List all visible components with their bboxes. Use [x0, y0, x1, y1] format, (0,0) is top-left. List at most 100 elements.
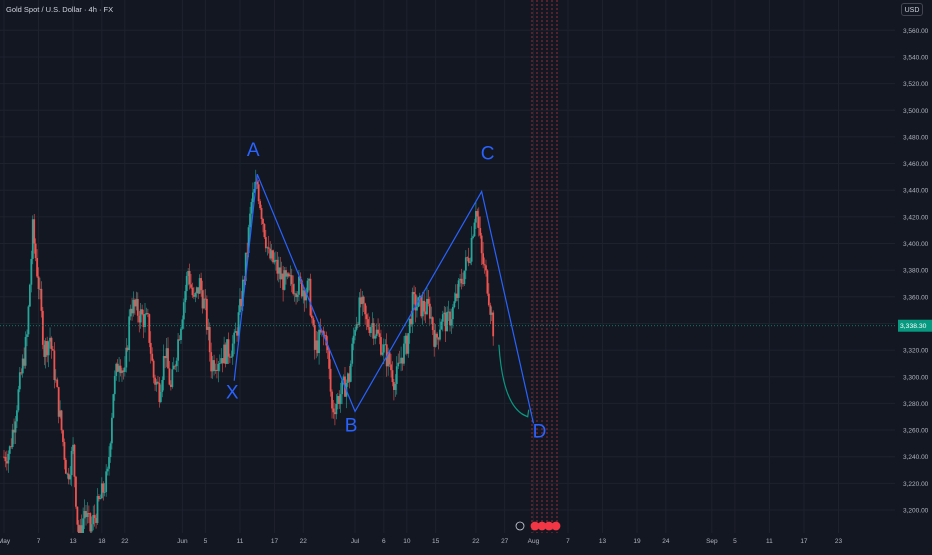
candle-body: [293, 293, 296, 295]
candle-body: [89, 513, 92, 532]
candle-body: [405, 335, 408, 354]
time-tick-label: 22: [472, 538, 480, 545]
candle-body: [453, 301, 456, 308]
candles: [3, 169, 495, 552]
candle-body: [171, 369, 174, 387]
candle-body: [122, 370, 125, 372]
pattern-label-b[interactable]: B: [345, 415, 358, 436]
currency-button[interactable]: USD: [901, 3, 923, 16]
candle-body: [280, 273, 283, 280]
candle-body: [256, 181, 259, 185]
candle-body: [96, 496, 99, 523]
candle-body: [41, 310, 44, 345]
price-tick-label: 3,560.00: [903, 28, 929, 35]
candle-body: [403, 343, 405, 364]
candle-body: [368, 327, 371, 334]
candle-body: [377, 329, 379, 334]
time-tick-label: Jun: [177, 538, 188, 545]
candle-body: [296, 294, 299, 298]
candle-body: [180, 328, 182, 340]
candle-body: [249, 213, 251, 228]
candle-body: [240, 298, 243, 307]
candle-body: [236, 331, 238, 336]
candle-body: [319, 329, 322, 333]
xabcd-pattern[interactable]: X A B C D: [226, 140, 546, 442]
candle-body: [298, 276, 300, 295]
time-tick-label: 5: [733, 538, 737, 545]
candle-body: [332, 408, 335, 413]
candle-body: [56, 379, 59, 388]
economic-event-icon[interactable]: [551, 521, 561, 531]
candle-body: [115, 363, 118, 376]
candle-body: [489, 305, 492, 315]
candle-body: [151, 353, 154, 361]
candle-body: [172, 365, 175, 370]
candle-body: [480, 235, 483, 254]
candle-body: [397, 362, 400, 367]
candle-body: [70, 450, 73, 476]
candle-body: [63, 441, 66, 460]
candle-body: [318, 329, 320, 354]
candle-body: [112, 394, 115, 418]
candle-body: [252, 192, 254, 203]
candle-body: [460, 278, 463, 284]
candle-body: [303, 290, 306, 301]
candle-body: [477, 216, 480, 229]
candle-body: [381, 352, 384, 355]
time-tick-label: 5: [204, 538, 208, 545]
candle-body: [329, 368, 332, 392]
candle-body: [428, 303, 431, 319]
candle-body: [401, 357, 404, 364]
candle-body: [213, 360, 215, 372]
candle-body: [103, 491, 106, 493]
candle-body: [346, 373, 349, 384]
pattern-label-a[interactable]: A: [247, 140, 260, 161]
candle-body: [185, 276, 188, 292]
current-price-badge: [898, 319, 932, 332]
candle-body: [246, 252, 249, 254]
candle-body: [339, 394, 342, 405]
candle-body: [40, 288, 43, 311]
candle-body: [221, 358, 224, 364]
candle-body: [92, 515, 95, 525]
dividend-icon[interactable]: [515, 521, 525, 531]
candle-body: [237, 312, 240, 336]
candle-body: [100, 483, 103, 499]
price-tick-label: 3,240.00: [903, 454, 929, 461]
candle-body: [313, 325, 316, 350]
candle-body: [358, 297, 361, 325]
candle-body: [217, 363, 220, 371]
candle-body: [264, 237, 267, 249]
candle-body: [148, 314, 151, 343]
time-tick-label: 15: [432, 538, 440, 545]
candle-body: [208, 327, 211, 353]
candle-body: [10, 446, 13, 448]
candle-body: [197, 287, 200, 294]
candle-body: [362, 296, 365, 304]
candle-body: [444, 312, 447, 332]
candle-body: [211, 360, 214, 372]
candle-body: [302, 290, 305, 297]
candle-body: [463, 270, 466, 284]
candle-body: [331, 391, 333, 409]
candle-body: [466, 257, 469, 259]
candle-body: [11, 429, 14, 447]
pattern-label-c[interactable]: C: [481, 144, 495, 165]
candle-body: [128, 316, 131, 351]
pattern-label-x[interactable]: X: [226, 383, 239, 404]
candle-body: [279, 267, 282, 280]
candle-body: [378, 333, 381, 338]
candle-body: [106, 468, 109, 472]
candle-body: [276, 259, 279, 274]
candle-body: [80, 525, 83, 536]
price-tick-label: 3,260.00: [903, 428, 929, 435]
pattern-label-d[interactable]: D: [533, 421, 547, 442]
time-tick-label: Sep: [706, 538, 718, 545]
time-axis[interactable]: May 7 13 18 22 Jun 5 11 17 22 Jul 6 10 15 22 27 Aug 7 13 19…: [0, 533, 895, 550]
candle-body: [454, 293, 457, 302]
candle-body: [34, 243, 37, 259]
candle-body: [449, 311, 451, 326]
